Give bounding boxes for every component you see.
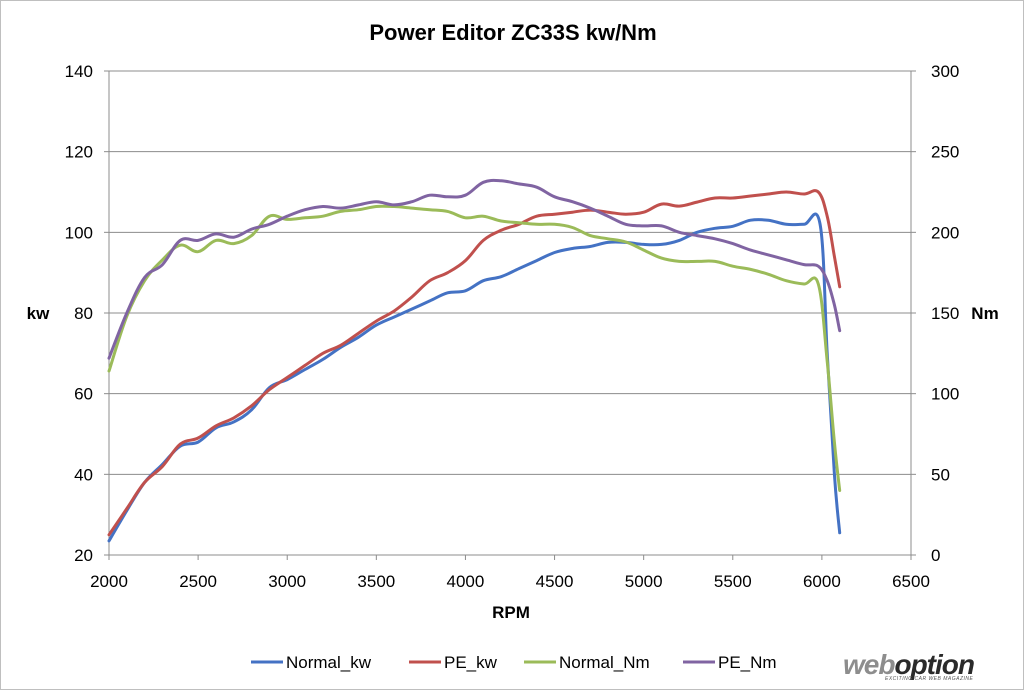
x-tick-label: 2500 [179,572,217,591]
legend: Normal_kw PE_kw Normal_Nm PE_Nm [251,653,777,672]
y2-axis-title: Nm [971,304,998,323]
x-tick-label: 5000 [625,572,663,591]
series-line-pe-nm [107,178,842,360]
series-line-pe-kw [107,189,842,537]
y2-tick-label: 50 [931,465,950,484]
y-tick-label: 80 [74,304,93,323]
legend-label: PE_kw [444,653,498,672]
x-tick-labels: 2000 2500 3000 3500 4000 4500 5000 5500 6000 6500 [90,572,930,591]
legend-label: Normal_Nm [559,653,650,672]
x-tick-label: 6000 [803,572,841,591]
y-tick-label: 60 [74,385,93,404]
series-line-normal-kw [107,212,842,543]
series-line-normal-nm [107,204,842,492]
legend-label: Normal_kw [286,653,372,672]
y2-tick-label: 250 [931,143,959,162]
x-tick-label: 3500 [357,572,395,591]
logo-text-option: option [894,649,975,680]
y-tick-label: 100 [65,223,93,242]
y2-tick-label: 150 [931,304,959,323]
x-tick-label: 6500 [892,572,930,591]
y-tick-label: 120 [65,143,93,162]
x-tick-label: 3000 [268,572,306,591]
x-tick-label: 5500 [714,572,752,591]
y2-tick-label: 300 [931,62,959,81]
y-tick-labels: 20 40 60 80 100 120 140 [65,62,93,565]
legend-label: PE_Nm [718,653,777,672]
x-tick-label: 4500 [536,572,574,591]
series-lines [107,178,842,543]
y2-tick-labels: 0 50 100 150 200 250 300 [931,62,959,565]
logo-text-web: web [843,649,895,680]
y-tick-label: 20 [74,546,93,565]
y2-tick-label: 200 [931,223,959,242]
y2-tick-label: 100 [931,385,959,404]
x-tick-label: 2000 [90,572,128,591]
y-tick-label: 40 [74,465,93,484]
y-tick-label: 140 [65,62,93,81]
x-axis-title: RPM [492,603,530,622]
weboption-logo: weboption [843,649,975,681]
chart-title: Power Editor ZC33S kw/Nm [369,20,656,45]
x-tick-label: 4000 [447,572,485,591]
logo-tagline: EXCITING CAR WEB MAGAZINE [885,676,974,682]
axes [104,70,916,560]
y-axis-title: kw [27,304,50,323]
y2-tick-label: 0 [931,546,940,565]
